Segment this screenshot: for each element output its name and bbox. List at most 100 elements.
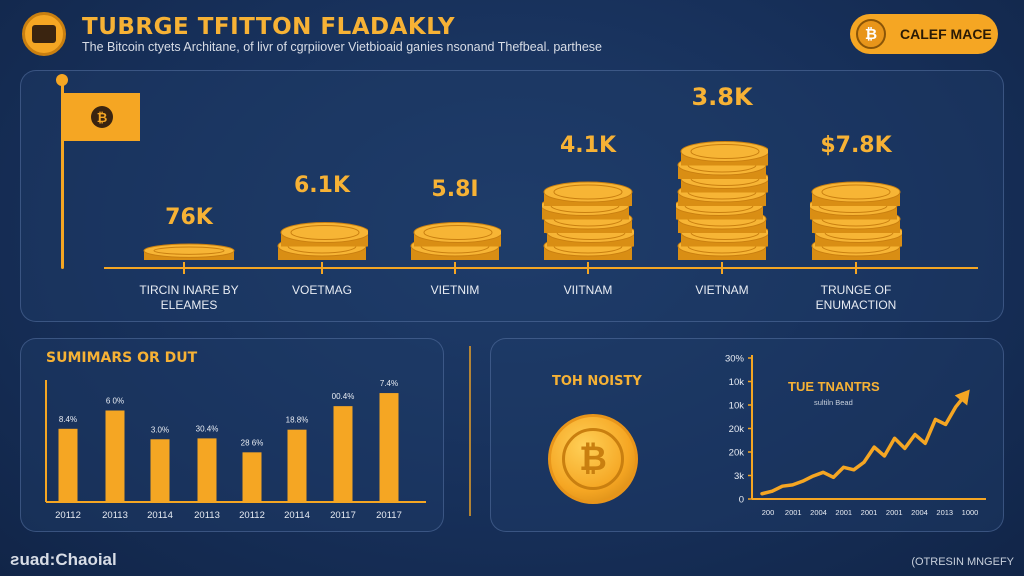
stack-category-label: VIITNAM [563,283,613,297]
bar [150,439,170,502]
coin-stack [542,181,634,260]
trend-point [842,465,845,469]
bar-category-label: 20114 [284,510,310,521]
y-tick-label: 20k [729,448,745,459]
coin [680,141,768,166]
stack-value-label: 76K [165,205,213,230]
top-chart-tick [587,262,589,274]
bar [197,438,217,502]
coin-stack [676,141,768,260]
x-tick-label: 2004 [911,508,928,517]
stack-value-label: 4.1K [559,133,617,158]
stack-category-label: VOETMAG [291,283,352,297]
bar-value-label: 28 6% [241,438,264,447]
top-chart-tick [183,262,185,274]
trend-point [903,446,907,450]
stack-value-label: 3.8K [691,83,753,111]
bar [379,393,399,502]
x-tick-label: 200 [762,508,775,517]
trend-point [832,475,835,479]
trend-point [913,433,917,436]
bitcoin-icon: ₿ [91,106,113,128]
coin-stack [277,222,368,260]
stack-value-label: $7.8K [820,133,892,158]
trend-point [770,489,774,493]
flag: ₿ [64,93,140,141]
stack-value-label: 6.1K [293,173,351,198]
trend-point [954,405,958,409]
trend-point [923,441,927,445]
bar-value-label: 3.0% [151,425,169,434]
bar-category-label: 20117 [376,510,402,521]
x-tick-label: 2001 [835,508,852,517]
trend-point [760,492,764,496]
footer-credit: (OTRESIN MNGEFY [911,556,1014,568]
bar-value-label: 00.4% [332,392,355,401]
stack-category-label: TIRCIN INARE BY ELEAMES [139,283,239,312]
footer-brand: ƨuad:Chaoial [10,550,117,569]
bar-category-label: 20112 [55,510,81,521]
coin [413,222,501,247]
trend-point [862,460,866,464]
x-tick-label: 2013 [936,508,953,517]
page-subtitle: The Bitcoin ctyets Architane, of livr of… [82,40,602,54]
trend-point [883,454,886,458]
bitcoin-icon: ₿ [856,19,886,49]
bar-category-label: 20113 [194,510,220,521]
y-tick-label: 10k [729,401,745,412]
ship-icon [32,25,56,43]
line-chart-subtitle: sultiln Bead [814,398,853,407]
bar-value-label: 30.4% [196,424,219,433]
y-tick-label: 30% [725,354,745,365]
trend-point [791,483,794,487]
bar-value-label: 8.4% [59,415,77,424]
trend-point [934,418,937,421]
bottom-right-line-chart: 30% 10k 10k 20k 20k 3k 0 200 2001 2004 2001 2001 200… [725,354,986,517]
trend-point [852,468,856,472]
top-chart-tick [855,262,857,274]
x-tick-label: 2004 [810,508,827,517]
coin-stack [410,222,501,260]
bar [333,406,353,502]
coin [543,181,633,206]
bottom-right-title: TOH NOISTY [552,374,642,389]
bar-value-label: 7.4% [380,379,398,388]
trend-point [811,474,815,478]
flag-pole [61,79,64,269]
line-chart-title: TUE TNANTRS [788,379,880,394]
stack-value-label: 5.8I [431,177,479,202]
bar-category-label: 20112 [239,510,265,521]
bar [58,428,78,502]
bottom-left-title: SUMIMARS OR DUT [46,350,198,366]
bitcoin-coin-icon: ₿ [548,414,638,504]
top-chart-tick [454,262,456,274]
trend-point [872,445,876,449]
coin [280,222,368,247]
trend-line [760,392,968,496]
x-tick-label: 1000 [962,508,979,517]
bar-category-label: 20114 [147,510,173,521]
header-action-button[interactable]: ₿ CALEF MACE [850,14,998,54]
trend-point [821,470,825,474]
trend-point [801,479,805,483]
panel-divider [469,346,471,516]
top-chart-tick [321,262,323,274]
header-action-label: CALEF MACE [900,26,992,42]
bar [242,452,262,502]
x-tick-label: 2001 [861,508,878,517]
stack-category-label: VIETNIM [430,283,480,297]
stack-category-label: TRUNGE OF ENUMACTION [815,283,897,312]
coin [143,243,235,260]
stack-category-label: VIETNAM [695,283,749,297]
bar [287,429,307,502]
trend-point [893,436,896,440]
trend-point [781,484,784,488]
y-tick-label: 10k [729,377,745,388]
y-tick-label: 20k [729,424,745,435]
top-chart-baseline [104,267,978,269]
trend-point [944,423,947,426]
logo-badge [22,12,66,56]
bar-category-label: 20113 [102,510,128,521]
coin [811,181,901,206]
y-tick-label: 0 [739,495,744,506]
